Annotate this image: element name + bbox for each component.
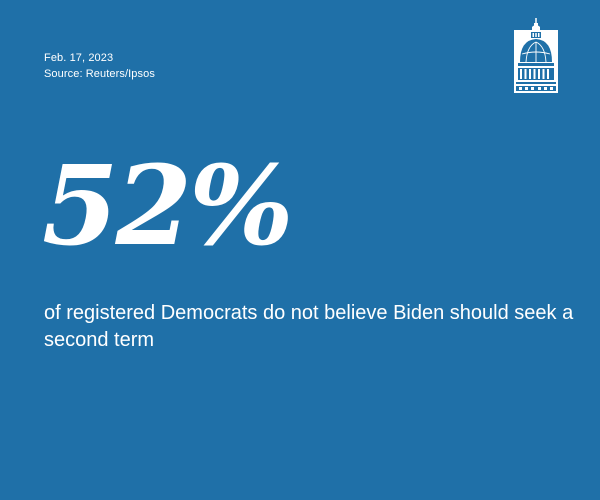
headline-stat: 52% bbox=[42, 141, 294, 270]
capitol-dome-icon bbox=[514, 18, 558, 93]
source-label: Source: Reuters/Ipsos bbox=[44, 68, 155, 80]
headline-caption: of registered Democrats do not believe B… bbox=[44, 302, 574, 351]
date-label: Feb. 17, 2023 bbox=[44, 52, 114, 64]
meta-block: Feb. 17, 2023 Source: Reuters/Ipsos bbox=[44, 50, 155, 82]
